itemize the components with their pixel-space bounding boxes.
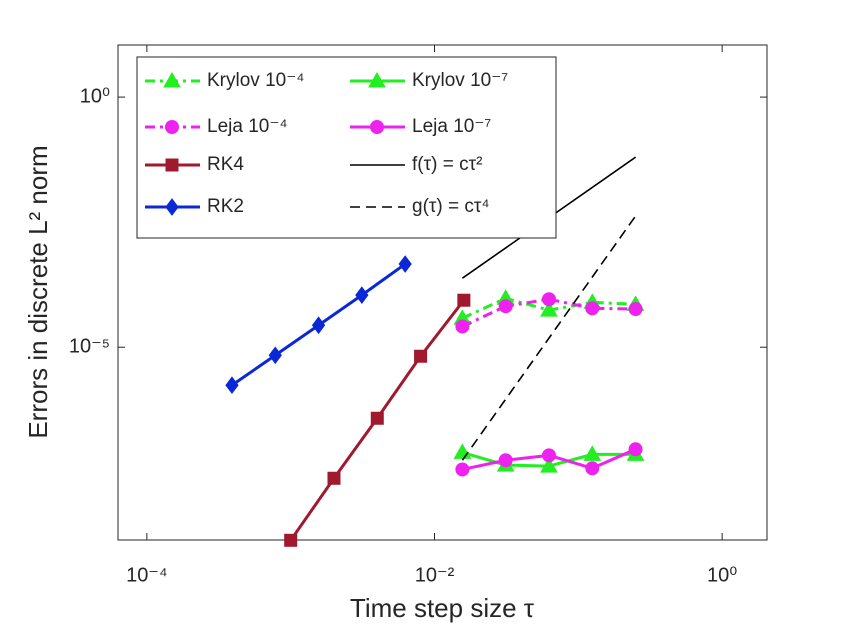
y-axis-label: Errors in discrete L² norm bbox=[23, 145, 53, 438]
marker bbox=[398, 255, 412, 273]
legend-label: f(τ) = cτ² bbox=[412, 154, 482, 175]
marker bbox=[165, 120, 179, 134]
x-tick-label: 10⁰ bbox=[707, 564, 737, 586]
marker bbox=[457, 293, 471, 307]
marker bbox=[327, 471, 341, 485]
x-tick-label: 10⁻⁴ bbox=[126, 564, 167, 586]
marker bbox=[540, 301, 558, 317]
legend-label: Krylov 10⁻⁴ bbox=[207, 70, 304, 91]
marker bbox=[284, 533, 298, 547]
marker bbox=[628, 302, 643, 317]
marker bbox=[541, 292, 556, 307]
marker bbox=[368, 71, 386, 88]
marker bbox=[268, 346, 282, 365]
marker bbox=[165, 198, 179, 216]
marker bbox=[370, 120, 384, 134]
series-line bbox=[461, 297, 636, 328]
marker bbox=[498, 453, 513, 468]
series-line bbox=[461, 215, 637, 461]
marker bbox=[414, 349, 428, 363]
legend-label: g(τ) = cτ⁴ bbox=[412, 196, 490, 217]
marker bbox=[541, 448, 556, 463]
legend-label: Leja 10⁻⁷ bbox=[412, 116, 491, 137]
x-axis-label: Time step size τ bbox=[350, 593, 535, 623]
marker bbox=[355, 286, 369, 304]
marker bbox=[455, 462, 470, 477]
marker bbox=[498, 299, 513, 314]
y-tick-label: 10⁰ bbox=[80, 85, 110, 107]
marker bbox=[163, 71, 181, 88]
marker bbox=[585, 301, 600, 316]
marker bbox=[225, 376, 239, 395]
marker bbox=[311, 316, 326, 335]
marker bbox=[165, 158, 179, 172]
marker bbox=[540, 457, 558, 473]
marker bbox=[583, 445, 602, 461]
marker bbox=[455, 319, 470, 334]
marker bbox=[585, 461, 600, 476]
legend-box bbox=[136, 56, 557, 239]
marker bbox=[628, 442, 643, 457]
legend-label: RK2 bbox=[207, 196, 244, 217]
marker bbox=[370, 411, 384, 425]
legend-label: Krylov 10⁻⁷ bbox=[412, 70, 508, 91]
x-tick-label: 10⁻² bbox=[415, 564, 455, 586]
legend-label: RK4 bbox=[207, 154, 244, 175]
y-tick-label: 10⁻⁵ bbox=[69, 335, 110, 357]
legend-label: Leja 10⁻⁴ bbox=[207, 116, 288, 137]
